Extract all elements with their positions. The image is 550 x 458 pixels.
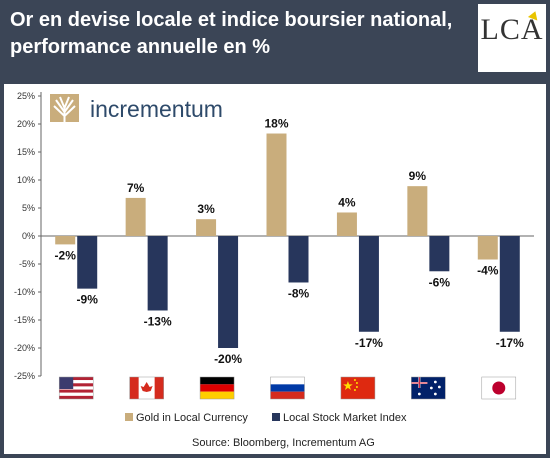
label-gold-4: 4% xyxy=(338,195,356,209)
label-gold-3: 18% xyxy=(264,117,288,131)
header: Or en devise locale et indice boursier n… xyxy=(0,0,550,78)
legend-swatch-stock xyxy=(272,413,280,421)
y-tick-label: 25% xyxy=(17,91,35,101)
country-flags xyxy=(58,376,517,400)
y-tick-label: -10% xyxy=(14,287,35,297)
bar-stock-1 xyxy=(147,236,168,311)
y-tick-label: 20% xyxy=(17,119,35,129)
bar-stock-0 xyxy=(77,236,98,289)
bar-gold-0 xyxy=(55,236,76,245)
bar-stock-6 xyxy=(499,236,520,332)
flag-japan-icon xyxy=(481,376,517,400)
y-tick-label: 15% xyxy=(17,147,35,157)
y-tick-label: 5% xyxy=(22,203,35,213)
bar-stock-5 xyxy=(429,236,450,272)
bar-gold-1 xyxy=(125,197,146,236)
lca-logo: LCA xyxy=(478,4,546,72)
bar-stock-2 xyxy=(218,236,239,348)
flag-germany-icon xyxy=(199,376,235,400)
bars xyxy=(55,133,520,348)
label-stock-5: -6% xyxy=(429,275,451,289)
label-stock-3: -8% xyxy=(288,286,310,300)
flag-canada-icon xyxy=(129,376,164,400)
flag-us-icon xyxy=(58,376,94,400)
source-note: Source: Bloomberg, Incrementum AG xyxy=(192,437,375,449)
label-gold-1: 7% xyxy=(127,181,145,195)
y-tick-label: -25% xyxy=(14,371,35,381)
label-stock-4: -17% xyxy=(355,336,383,350)
label-gold-2: 3% xyxy=(197,202,215,216)
y-tick-label: -15% xyxy=(14,315,35,325)
chart-title-line1: Or en devise locale et indice boursier n… xyxy=(10,9,453,31)
bar-gold-5 xyxy=(407,186,428,236)
label-stock-0: -9% xyxy=(77,293,99,307)
bar-gold-6 xyxy=(477,236,498,260)
lca-logo-text: LCA xyxy=(480,13,544,46)
bar-stock-4 xyxy=(358,236,379,332)
y-tick-label: -20% xyxy=(14,343,35,353)
label-stock-6: -17% xyxy=(496,336,524,350)
bar-stock-3 xyxy=(288,236,309,283)
tree-logo-icon xyxy=(50,94,79,126)
flag-australia-icon xyxy=(411,376,446,400)
y-tick-label: 10% xyxy=(17,175,35,185)
y-axis-ticks: 25% 20% 15% 10% 5% 0% -5% -10% -15% -20% -25% xyxy=(14,91,41,381)
y-tick-label: 0% xyxy=(22,231,35,241)
label-gold-0: -2% xyxy=(55,248,77,262)
label-stock-2: -20% xyxy=(214,352,242,366)
incrementum-brand: incrementum xyxy=(50,94,223,126)
flag-russia-icon xyxy=(270,376,305,400)
legend-label-stock: Local Stock Market Index xyxy=(283,412,407,424)
label-stock-1: -13% xyxy=(144,314,172,328)
legend-label-gold: Gold in Local Currency xyxy=(136,412,248,424)
label-gold-6: -4% xyxy=(477,264,499,278)
incrementum-wordmark: incrementum xyxy=(90,96,223,122)
y-tick-label: -5% xyxy=(19,259,35,269)
bar-gold-4 xyxy=(336,212,357,236)
label-gold-5: 9% xyxy=(409,169,427,183)
chart-panel: incrementum 25% 20% 15% 10% 5% 0% -5% -10% -15% -… xyxy=(4,84,546,454)
bar-gold-3 xyxy=(266,133,287,236)
flag-china-icon xyxy=(340,376,376,400)
chart-title-line2: performance annuelle en % xyxy=(10,36,271,58)
legend: Gold in Local Currency Local Stock Marke… xyxy=(125,412,407,424)
bar-chart: incrementum 25% 20% 15% 10% 5% 0% -5% -10% -15% -… xyxy=(14,91,534,449)
bar-gold-2 xyxy=(196,219,217,236)
data-labels: -2% -9% 7% -13% 3% -20% 18% -8% 4% -17% 9% -6% -4% -1… xyxy=(55,117,525,366)
legend-swatch-gold xyxy=(125,413,133,421)
